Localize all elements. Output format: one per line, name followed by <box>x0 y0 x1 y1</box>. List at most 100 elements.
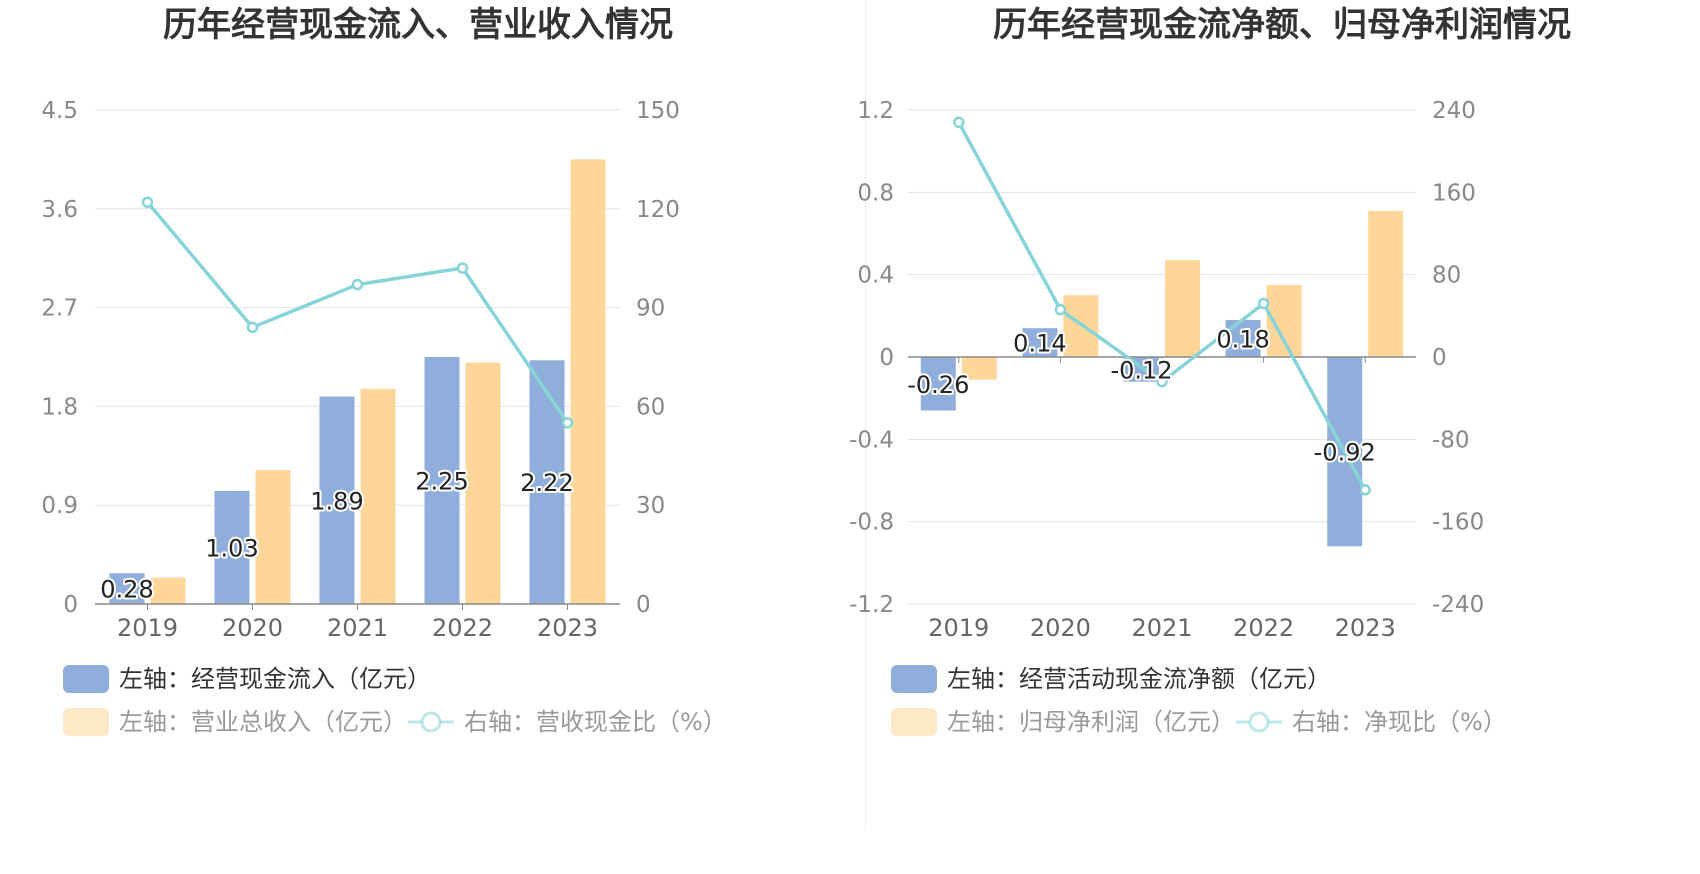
y-left-tick-label: 4.5 <box>41 98 78 124</box>
legend-marker <box>420 711 442 733</box>
y-right-tick-label: 0 <box>1432 345 1447 371</box>
y-left-tick-label: 2.7 <box>41 296 78 322</box>
legend-item[interactable]: 右轴：营收现金比（%） <box>408 708 727 736</box>
x-tick-label: 2022 <box>1233 614 1294 642</box>
y-axis-right: -240 -160 -80 0 80 160 240 <box>1432 98 1484 618</box>
legend-item[interactable]: 右轴：净现比（%） <box>1236 708 1507 736</box>
ratio-line-path <box>957 121 1367 491</box>
y-left-tick-label: 0.9 <box>41 493 78 519</box>
bar-data-label: -0.26 <box>907 371 969 399</box>
legend-swatch <box>891 708 937 736</box>
ratio-line-point <box>246 321 259 334</box>
y-left-tick-label: 0 <box>63 592 78 618</box>
x-tick-label: 2023 <box>1335 614 1396 642</box>
legend-item[interactable]: 左轴：经营现金流入（亿元） <box>63 665 431 693</box>
y-left-tick-label: 1.8 <box>41 394 78 420</box>
bar-data-label: -0.12 <box>1110 356 1172 384</box>
y-right-tick-label: 160 <box>1432 180 1476 206</box>
bar-data-label: 0.18 <box>1216 325 1269 353</box>
legend-label: 左轴：经营现金流入（亿元） <box>119 665 431 693</box>
x-tick-label: 2022 <box>432 614 493 642</box>
bar-secondary <box>1165 260 1200 357</box>
ratio-line-point <box>561 417 574 429</box>
y-right-tick-label: -160 <box>1432 510 1484 536</box>
bar-data-label: 1.03 <box>205 534 258 562</box>
y-right-tick-label: 0 <box>636 592 651 618</box>
x-axis: 2019 2020 2021 2022 2023 <box>95 603 620 642</box>
y-right-tick-label: 80 <box>1432 263 1461 289</box>
x-tick-label: 2020 <box>222 614 283 642</box>
bar-data-label: 0.14 <box>1013 330 1066 358</box>
legend-item[interactable]: 左轴：营业总收入（亿元） <box>63 708 407 736</box>
y-right-tick-label: 30 <box>636 493 665 519</box>
y-right-tick-label: 240 <box>1432 98 1476 124</box>
legend-marker <box>1248 711 1270 733</box>
ratio-line-point <box>953 116 965 129</box>
legend: 左轴：经营现金流入（亿元） 左轴：营业总收入（亿元） 右轴：营收现金比（%） <box>63 665 727 736</box>
legend-label: 右轴：营收现金比（%） <box>464 708 727 736</box>
bar-data-label: 0.28 <box>100 576 153 604</box>
y-left-tick-label: 0.8 <box>857 180 894 206</box>
data-labels: -0.26 0.14 -0.12 0.18 -0.92 <box>905 323 1378 468</box>
y-right-tick-label: -80 <box>1432 427 1470 453</box>
y-left-tick-label: -0.4 <box>849 427 894 453</box>
bar-secondary <box>570 159 606 604</box>
ratio-line-point <box>1359 484 1371 496</box>
y-axis-left: -1.2 -0.8 -0.4 0 0.4 0.8 1.2 <box>849 98 894 618</box>
legend-label: 右轴：净现比（%） <box>1292 708 1507 736</box>
x-tick-label: 2021 <box>327 614 388 642</box>
bar-secondary <box>961 357 997 380</box>
y-axis-left: 0 0.9 1.8 2.7 3.6 4.5 <box>41 98 78 618</box>
bar-data-label: -0.92 <box>1314 439 1376 467</box>
chart-netcash-profit: 历年经营现金流净额、归母净利润情况 2019 2020 2021 2022 2023 -… <box>849 5 1571 736</box>
y-right-tick-label: 90 <box>636 296 665 322</box>
y-right-tick-label: -240 <box>1432 592 1484 618</box>
x-tick-label: 2019 <box>117 614 178 642</box>
legend-label: 左轴：营业总收入（亿元） <box>119 708 407 736</box>
bar-primary <box>319 396 355 604</box>
legend-label: 左轴：经营活动现金流净额（亿元） <box>947 665 1331 693</box>
x-tick-label: 2020 <box>1030 614 1091 642</box>
legend-item[interactable]: 左轴：归母净利润（亿元） <box>891 708 1235 736</box>
bar-primary <box>1022 328 1058 357</box>
chart-cashflow-revenue: 历年经营现金流入、营业收入情况 2019 2020 2021 2022 2023 0.2… <box>41 5 727 736</box>
data-labels: 0.28 1.03 1.89 2.25 2.22 <box>98 466 575 606</box>
ratio-line-point <box>141 196 154 208</box>
y-right-tick-label: 150 <box>636 98 680 124</box>
bar-primary <box>424 357 460 604</box>
bar-primary <box>529 360 565 604</box>
bar-data-label: 2.25 <box>415 468 468 496</box>
x-tick-label: 2023 <box>537 614 598 642</box>
ratio-line-point <box>351 278 364 291</box>
bar-secondary <box>150 577 186 604</box>
legend: 左轴：经营活动现金流净额（亿元） 左轴：归母净利润（亿元） 右轴：净现比（%） <box>891 665 1507 736</box>
bar-secondary <box>255 470 291 604</box>
bar-secondary <box>360 388 396 604</box>
bar-primary <box>1124 357 1159 382</box>
y-left-tick-label: 3.6 <box>41 197 78 223</box>
y-left-tick-label: 1.2 <box>857 98 894 124</box>
y-axis-right: 0 30 60 90 120 150 <box>636 98 680 618</box>
bar-primary <box>109 573 145 604</box>
panel-divider <box>865 0 866 830</box>
ratio-line <box>953 116 1371 496</box>
bar-marks <box>109 159 606 604</box>
chart-title: 历年经营现金流入、营业收入情况 <box>163 5 673 45</box>
bar-primary <box>920 357 956 411</box>
x-tick-label: 2019 <box>928 614 989 642</box>
ratio-line-point <box>1257 297 1270 310</box>
legend-label: 左轴：归母净利润（亿元） <box>947 708 1235 736</box>
legend-item[interactable]: 左轴：经营活动现金流净额（亿元） <box>891 665 1331 693</box>
y-left-tick-label: -1.2 <box>849 592 894 618</box>
bar-data-label: 1.89 <box>310 487 363 515</box>
y-left-tick-label: 0.4 <box>857 263 894 289</box>
y-right-tick-label: 60 <box>636 394 665 420</box>
x-tick-label: 2021 <box>1131 614 1192 642</box>
ratio-line-path <box>146 201 569 424</box>
x-axis: 2019 2020 2021 2022 2023 <box>908 356 1416 642</box>
ratio-line-point <box>1156 375 1168 388</box>
ratio-line-point <box>1054 303 1067 316</box>
bar-secondary <box>1368 210 1404 357</box>
legend-swatch <box>891 665 937 693</box>
